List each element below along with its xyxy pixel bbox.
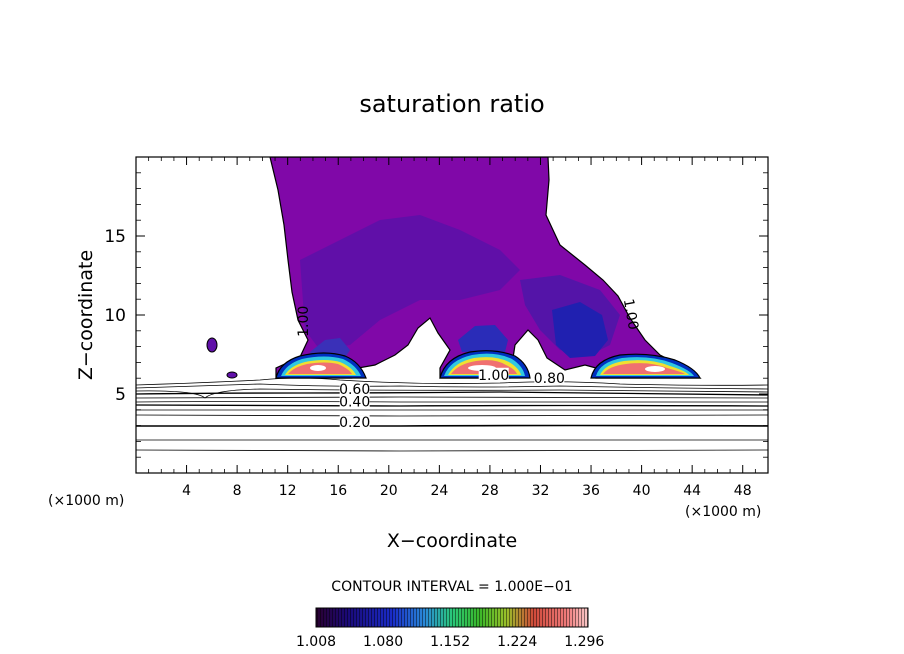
contour-label-6: 0.20 xyxy=(339,415,370,431)
colorbar-tick-label-4: 1.296 xyxy=(564,634,604,650)
colorbar-tick-label-3: 1.224 xyxy=(497,634,537,650)
x-tick-label-6: 28 xyxy=(481,483,499,499)
small-patch-1 xyxy=(206,337,218,353)
contour-interval-note: CONTOUR INTERVAL = 1.000E−01 xyxy=(331,579,572,595)
y-tick-label-0: 5 xyxy=(115,385,126,405)
x-tick-label-9: 40 xyxy=(633,483,651,499)
x-axis-unit-left: (×1000 m) xyxy=(48,493,124,509)
small-patch-2 xyxy=(226,371,238,379)
contour-label-4: 0.60 xyxy=(339,382,370,398)
y-axis: 5 10 15 xyxy=(104,172,768,458)
contour-label-group: 1.00 1.00 1.00 0.80 0.600.40 0.20 xyxy=(296,298,641,432)
x-tick-label-4: 20 xyxy=(380,483,398,499)
contour-label-5: 0.40 xyxy=(339,395,370,411)
x-axis: 4 8 12 16 20 24 28 32 36 40 44 48 xyxy=(148,157,756,499)
contour-lines xyxy=(136,377,768,452)
x-tick-label-1: 8 xyxy=(233,483,242,499)
x-tick-label-11: 48 xyxy=(734,483,752,499)
contour-label-3: 0.80 xyxy=(534,371,565,387)
chart-title: saturation ratio xyxy=(359,90,544,118)
cloud-cell-left xyxy=(275,352,367,379)
plot-area xyxy=(136,157,768,452)
x-tick-label-3: 16 xyxy=(329,483,347,499)
plume-core-right xyxy=(552,302,608,358)
y-tick-label-2: 15 xyxy=(104,227,126,247)
contour-label-bg-6 xyxy=(339,415,370,430)
y-tick-label-1: 10 xyxy=(104,306,126,326)
contour-label-1: 1.00 xyxy=(620,298,641,331)
contour-label-0: 1.00 xyxy=(296,306,312,337)
colorbar-tick-labels: 1.008 1.080 1.152 1.224 1.296 xyxy=(296,634,604,650)
x-tick-label-2: 12 xyxy=(279,483,297,499)
contour-label-bg-2 xyxy=(478,367,509,382)
colorbar-tick-label-2: 1.152 xyxy=(430,634,470,650)
x-tick-label-7: 32 xyxy=(532,483,550,499)
x-axis-label: X−coordinate xyxy=(387,530,517,552)
x-tick-label-0: 4 xyxy=(182,483,191,499)
x-tick-label-10: 44 xyxy=(683,483,701,499)
cloud-cell-middle xyxy=(439,350,531,379)
cloud-cell-right xyxy=(590,353,701,379)
contour-label-bg-4 xyxy=(339,382,370,396)
y-axis-label: Z−coordinate xyxy=(75,250,97,380)
x-tick-label-8: 36 xyxy=(582,483,600,499)
contour-label-bg-3 xyxy=(534,370,565,385)
contour-label-2: 1.00 xyxy=(478,368,509,384)
contour-label-bg-5 xyxy=(339,394,370,409)
plume-core-mid xyxy=(458,325,508,352)
colorbar-stripes xyxy=(316,608,588,627)
plume-inner-left xyxy=(300,215,520,350)
x-tick-label-5: 24 xyxy=(430,483,448,499)
x-axis-unit-right: (×1000 m) xyxy=(685,504,761,520)
colorbar-tick-label-1: 1.080 xyxy=(363,634,403,650)
colorbar-tick-label-0: 1.008 xyxy=(296,634,336,650)
colorbar: 1.008 1.080 1.152 1.224 1.296 xyxy=(296,607,604,650)
